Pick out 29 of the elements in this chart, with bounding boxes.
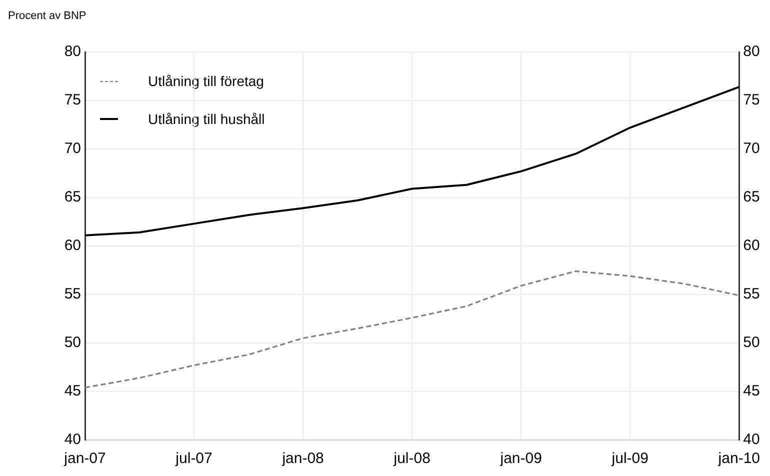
- y2-tick-label: 80: [743, 43, 760, 60]
- x-tick-label: jan-07: [63, 450, 106, 468]
- y2-tick-label: 55: [743, 286, 760, 303]
- y2-tick-label: 65: [743, 188, 760, 206]
- y2-tick-label: 40: [743, 431, 760, 448]
- y-tick-label: 80: [64, 43, 81, 60]
- legend-label: Utlåning till företag: [148, 73, 264, 89]
- y2-tick-label: 50: [743, 334, 760, 352]
- x-tick-label: jan-09: [499, 450, 542, 468]
- x-tick-label: jan-08: [281, 450, 324, 468]
- y-tick-label: 60: [64, 237, 81, 254]
- y-tick-label: 45: [64, 382, 81, 400]
- y-tick-label: 70: [64, 140, 81, 158]
- y2-tick-label: 70: [743, 140, 760, 158]
- y2-tick-label: 45: [743, 382, 760, 400]
- y-tick-label: 40: [64, 431, 81, 448]
- y2-tick-label: 60: [743, 237, 760, 254]
- x-tick-label: jan-10: [717, 450, 760, 468]
- y-tick-label: 50: [64, 334, 81, 352]
- line-series: [85, 270, 740, 388]
- y2-tick-label: 75: [743, 92, 760, 109]
- y-tick-label: 65: [64, 188, 81, 206]
- x-tick-label: jul-08: [392, 450, 430, 468]
- y-axis-title: Procent av BNP: [8, 10, 86, 22]
- x-tick-label: jul-07: [174, 450, 212, 468]
- x-tick-label: jul-09: [610, 450, 648, 468]
- y-tick-label: 75: [64, 92, 81, 109]
- y-tick-label: 55: [64, 286, 81, 303]
- legend-label: Utlåning till hushåll: [148, 111, 265, 127]
